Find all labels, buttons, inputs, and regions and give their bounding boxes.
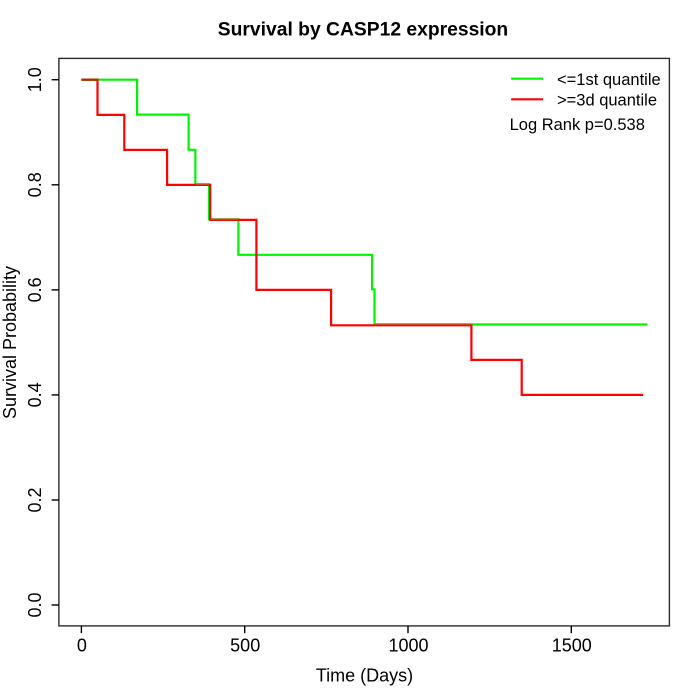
svg-text:Log Rank p=0.538: Log Rank p=0.538 [510,116,645,134]
svg-text:Survival Probability: Survival Probability [0,266,20,419]
svg-text:1500: 1500 [552,636,592,656]
svg-text:1000: 1000 [388,636,428,656]
svg-text:0.0: 0.0 [25,592,45,617]
svg-text:>=3d quantile: >=3d quantile [557,91,657,109]
svg-text:<=1st quantile: <=1st quantile [557,71,661,89]
svg-text:Time (Days): Time (Days) [316,665,413,685]
svg-text:1.0: 1.0 [25,67,45,92]
svg-text:500: 500 [230,636,260,656]
svg-text:0.2: 0.2 [25,487,45,512]
svg-text:0.6: 0.6 [25,277,45,302]
svg-text:Survival by CASP12 expression: Survival by CASP12 expression [218,20,508,41]
svg-text:0.4: 0.4 [25,382,45,407]
svg-text:0.8: 0.8 [25,172,45,197]
svg-text:0: 0 [77,636,87,656]
